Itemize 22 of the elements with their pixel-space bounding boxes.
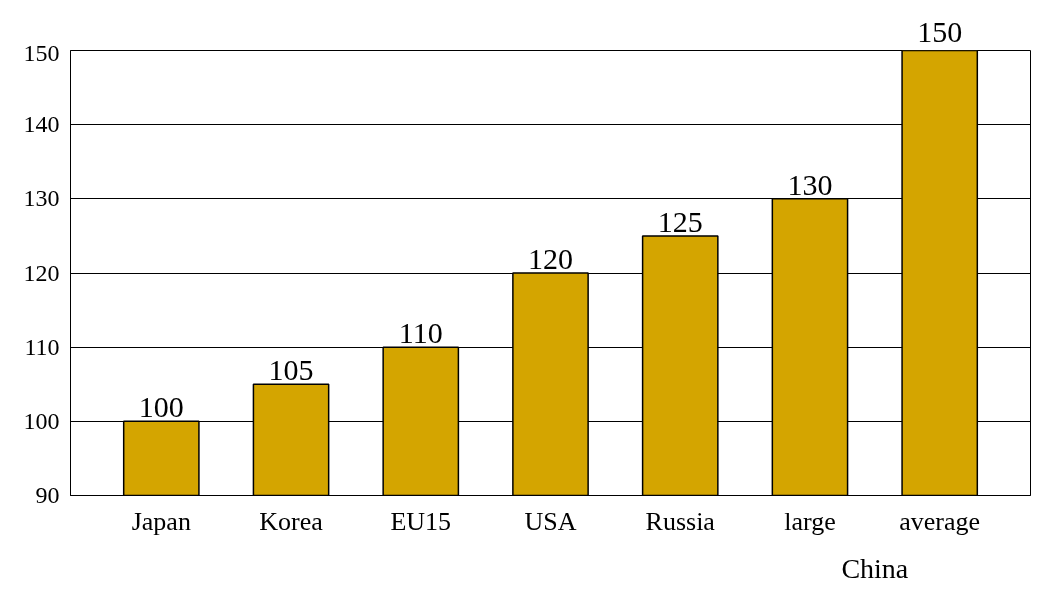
data-label: 150 [917,14,963,48]
data-label: 130 [787,167,833,201]
y-tick-label: 130 [23,185,60,212]
data-label: 110 [398,316,443,350]
x-tick-label: average [899,506,981,536]
data-label: 100 [138,390,184,424]
data-label: 125 [657,204,703,238]
x-tick-label: Russia [645,506,716,536]
x-tick-label: EU15 [390,506,452,536]
data-label: 105 [268,353,314,387]
x-tick-label: Japan [131,506,191,536]
y-tick-label: 120 [23,259,60,286]
x-tick-label: large [784,506,836,536]
x-tick-label: Korea [259,506,324,536]
data-label: 120 [528,242,573,275]
x-tick-label: USA [524,506,577,536]
y-tick-label: 110 [24,333,60,360]
text: China [841,552,909,584]
y-tick-label: 140 [23,111,60,138]
y-tick-label: 100 [23,407,60,434]
y-tick-label: 150 [23,39,60,66]
y-tick-label: 90 [35,482,60,508]
